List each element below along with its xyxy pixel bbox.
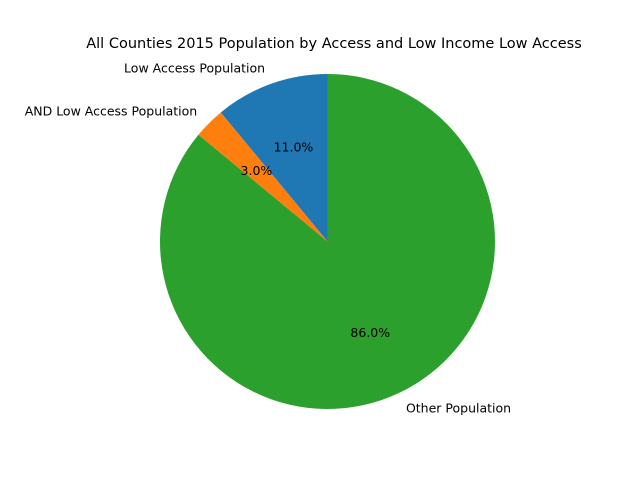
pie-slices	[159, 74, 495, 409]
slice-label-1: AND Low Access Population	[25, 104, 198, 119]
chart-title: All Counties 2015 Population by Access a…	[86, 36, 582, 52]
slice-label-0: Low Access Population	[124, 61, 265, 76]
pie-slice-1	[198, 112, 328, 242]
pie-labels: Low Access Population 11.0% AND Low Access…	[25, 61, 511, 416]
pie-slice-2	[159, 74, 495, 409]
slice-pct-label-2: 86.0%	[350, 325, 390, 340]
slice-label-2: Other Population	[406, 401, 511, 416]
slice-pct-label-1: 3.0%	[241, 163, 273, 178]
slice-pct-label-0: 11.0%	[274, 139, 314, 154]
pie-slice-0	[220, 74, 328, 242]
